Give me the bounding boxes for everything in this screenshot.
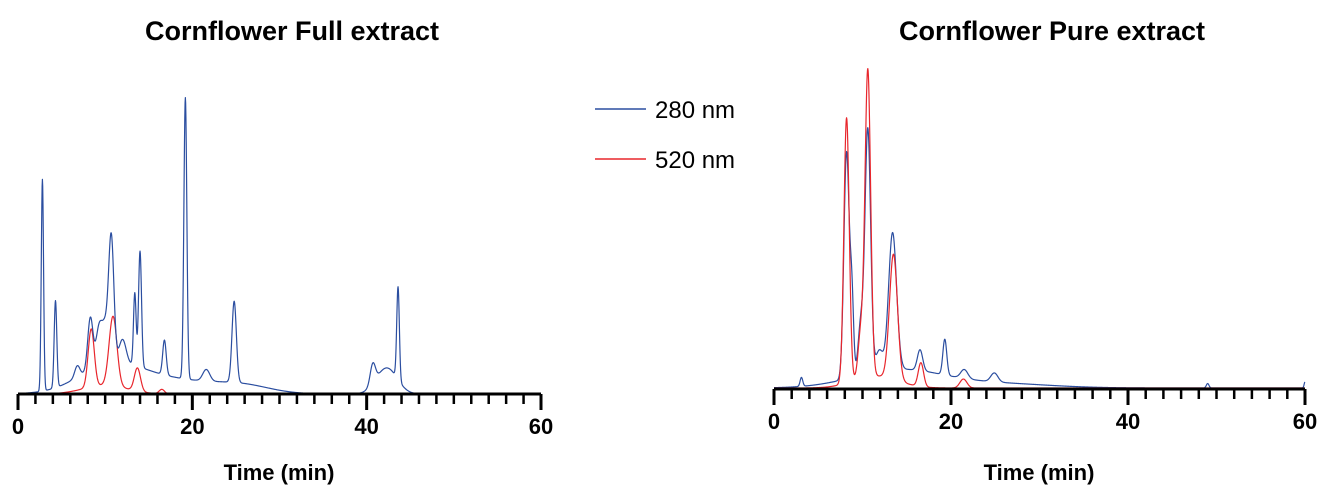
chart-pure-extract: Cornflower Pure extract 0 20 40 60 Time (mi… [768,16,1317,485]
x-tick-label: 40 [1116,409,1140,434]
x-axis: 0 20 40 60 [12,392,553,439]
series-line-520-nm [17,315,542,395]
x-tick-label: 0 [768,409,780,434]
x-axis-title: Time (min) [984,460,1095,485]
series-line-280-nm [17,97,542,395]
x-tick-label: 20 [939,409,963,434]
series-line-280-nm [773,127,1306,389]
x-tick-label: 60 [529,414,553,439]
chart-title: Cornflower Pure extract [899,16,1205,46]
legend: 280 nm 520 nm [595,97,735,174]
legend-label-280: 280 nm [655,97,735,124]
chart-title: Cornflower Full extract [145,16,439,46]
chromatogram-traces [773,68,1306,389]
x-tick-label: 20 [180,414,204,439]
x-axis-title: Time (min) [224,460,335,485]
chart-full-extract: Cornflower Full extract 0 20 40 60 Time (mi… [12,16,553,485]
x-tick-label: 40 [354,414,378,439]
x-tick-label: 0 [12,414,24,439]
x-tick-label: 60 [1293,409,1317,434]
x-axis: 0 20 40 60 [768,387,1317,434]
chromatogram-traces [17,97,542,395]
legend-label-520: 520 nm [655,147,735,174]
